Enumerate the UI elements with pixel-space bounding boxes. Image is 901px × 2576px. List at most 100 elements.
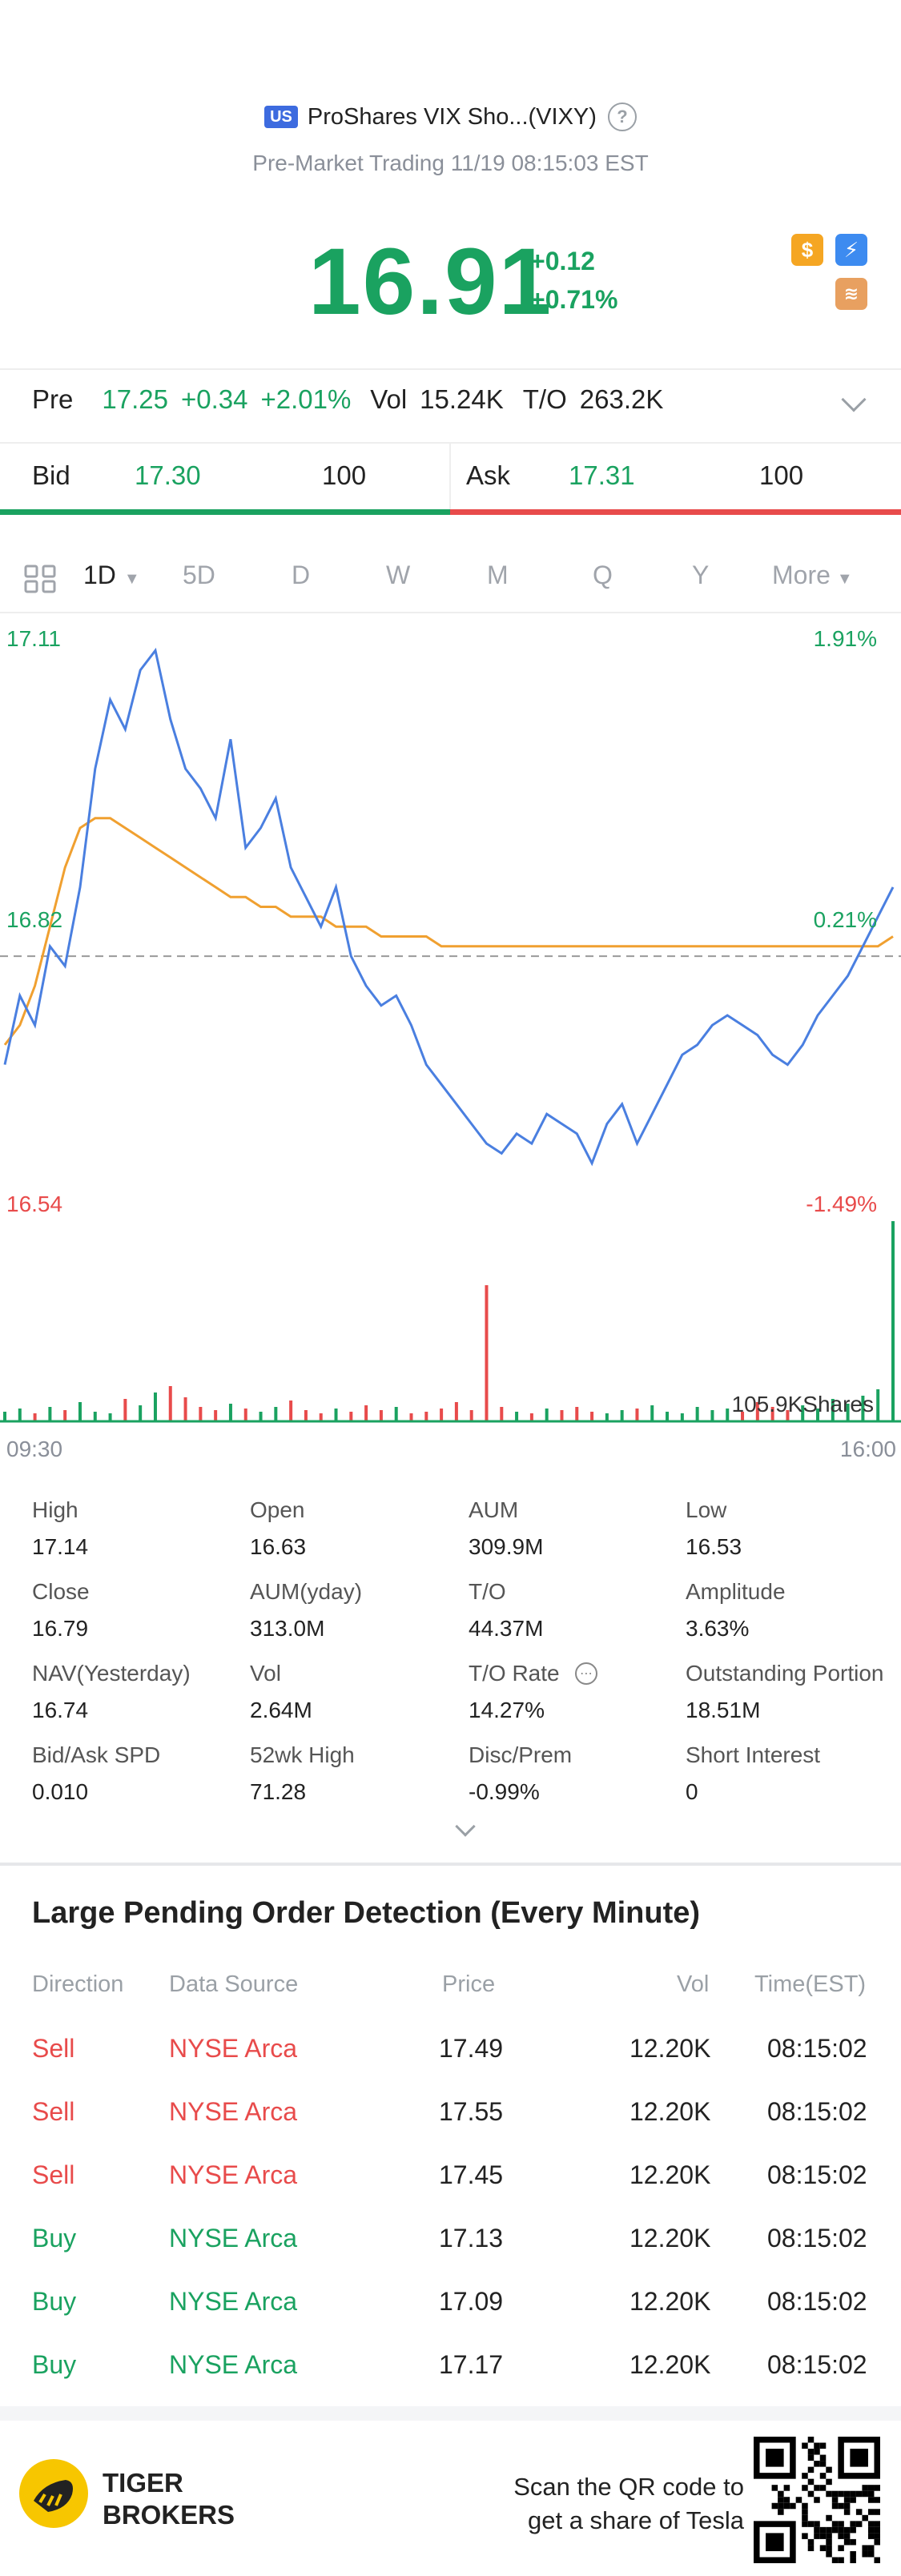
intraday-chart[interactable] (0, 609, 901, 1457)
volume-bar (123, 1399, 127, 1421)
tab-5d[interactable]: 5D (183, 561, 215, 589)
stat-label: High (32, 1497, 78, 1522)
cell-source: NYSE Arca (169, 2350, 298, 2379)
pre-price: 17.25 (102, 384, 168, 414)
stat-label: Short Interest (686, 1742, 821, 1767)
volume-bar (93, 1412, 97, 1421)
volume-bar (214, 1410, 218, 1421)
section-divider (0, 1863, 901, 1866)
grid-icon[interactable] (24, 564, 59, 601)
volume-bars (3, 1221, 895, 1421)
volume-bar (424, 1412, 428, 1421)
volume-bar (485, 1285, 489, 1421)
col-direction: Direction (32, 1971, 124, 1997)
tab-1d[interactable]: 1D ▼ (83, 561, 140, 589)
volume-bar (259, 1412, 263, 1421)
volume-bar (228, 1404, 232, 1421)
price-line (3, 647, 895, 1167)
ask-bar (450, 509, 901, 515)
cell-time: 08:15:02 (767, 2350, 867, 2379)
cell-price: 17.17 (439, 2350, 504, 2379)
lightning-icon[interactable]: ⚡ (835, 234, 867, 266)
volume-bar (560, 1410, 564, 1421)
stat-value: 17.14 (32, 1534, 89, 1559)
volume-bar (755, 1402, 759, 1421)
volume-bar (635, 1409, 639, 1421)
volume-bar (48, 1407, 52, 1421)
volume-bar (801, 1405, 805, 1421)
volume-bar (33, 1413, 37, 1421)
volume-bar (334, 1409, 338, 1421)
tab-y[interactable]: Y (692, 561, 710, 589)
footer-banner[interactable]: TIGER BROKERS Scan the QR code to get a … (0, 2406, 901, 2576)
cell-direction: Sell (32, 2160, 75, 2189)
cell-price: 17.13 (439, 2224, 504, 2252)
tab-m[interactable]: M (487, 561, 509, 589)
stat-value: 14.27% (469, 1698, 545, 1722)
stat-label: 52wk High (250, 1742, 355, 1767)
volume-bar (876, 1389, 880, 1421)
volume-bar (454, 1402, 458, 1421)
stat-value: 16.53 (686, 1534, 742, 1559)
volume-bar (575, 1407, 579, 1421)
stat-label: Amplitude (686, 1579, 786, 1604)
stat-value: 16.79 (32, 1616, 89, 1641)
cell-time: 08:15:02 (767, 2097, 867, 2126)
bid-label: Bid (32, 460, 70, 490)
cell-price: 17.09 (439, 2287, 504, 2316)
volume-bar (78, 1402, 82, 1421)
price-change: +0.12 (530, 247, 595, 275)
pre-vol-label: Vol (370, 384, 408, 414)
stat-value: -0.99% (469, 1779, 540, 1804)
pre-change-pct: +2.01% (260, 384, 352, 414)
cell-vol: 12.20K (629, 2160, 711, 2189)
x-end-label: 16:00 (839, 1437, 896, 1461)
dollar-icon[interactable]: $ (791, 234, 823, 266)
ask-label: Ask (466, 460, 511, 490)
stat-label: T/O (469, 1579, 506, 1604)
tab-more[interactable]: More ▼ (772, 561, 853, 589)
cell-price: 17.45 (439, 2160, 504, 2189)
volume-bar (500, 1407, 504, 1421)
stat-value: 44.37M (469, 1616, 544, 1641)
expand-chevron-icon[interactable] (455, 1816, 476, 1837)
more-info-icon[interactable]: ⋯ (575, 1662, 597, 1685)
volume-bar (319, 1413, 323, 1421)
stat-value: 313.0M (250, 1616, 325, 1641)
caret-down-icon: ▼ (836, 570, 853, 588)
x-start-label: 09:30 (6, 1437, 63, 1461)
market-badge: US (264, 106, 298, 128)
stat-value: 0 (686, 1779, 698, 1804)
volume-bar (139, 1405, 143, 1421)
price-change-pct: +0.71% (530, 285, 618, 314)
tab-w[interactable]: W (386, 561, 411, 589)
stat-value: 71.28 (250, 1779, 307, 1804)
premarket-row[interactable]: Pre 17.25 +0.34 +2.01% Vol 15.24K T/O 26… (32, 384, 676, 415)
volume-bar (168, 1386, 172, 1421)
stat-value: 2.64M (250, 1698, 312, 1722)
volume-bar (349, 1412, 353, 1421)
avg-price-line (3, 817, 894, 1046)
help-icon[interactable]: ? (607, 102, 637, 131)
layers-icon[interactable]: ≋ (835, 278, 867, 310)
volume-bar (741, 1412, 745, 1421)
pre-change: +0.34 (180, 384, 248, 414)
volume-bar (680, 1413, 684, 1421)
volume-bar (605, 1413, 609, 1421)
chevron-down-icon[interactable] (841, 387, 867, 412)
stock-title[interactable]: US ProShares VIX Sho...(VIXY) ? (0, 102, 901, 131)
tab-q[interactable]: Q (593, 561, 613, 589)
cell-direction: Sell (32, 2034, 75, 2063)
stat-label: AUM (469, 1497, 519, 1522)
volume-bar (786, 1410, 790, 1421)
cell-direction: Sell (32, 2097, 75, 2126)
cell-vol: 12.20K (629, 2287, 711, 2316)
caret-down-icon: ▼ (123, 570, 140, 588)
cell-price: 17.49 (439, 2034, 504, 2063)
qr-code-icon[interactable] (754, 2437, 880, 2563)
cell-time: 08:15:02 (767, 2224, 867, 2252)
stat-value: 18.51M (686, 1698, 761, 1722)
tab-d[interactable]: D (292, 561, 311, 589)
volume-bar (515, 1412, 519, 1421)
volume-bar (726, 1409, 730, 1421)
